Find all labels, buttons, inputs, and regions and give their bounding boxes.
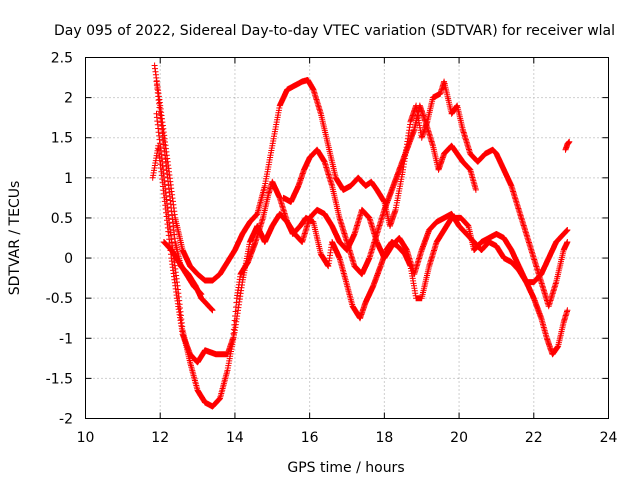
chart-title: Day 095 of 2022, Sidereal Day-to-day VTE…: [54, 23, 615, 39]
plus-markers: [280, 102, 479, 278]
y-axis-label: SDTVAR / TECUs: [7, 181, 23, 296]
series-track-4: [153, 110, 571, 410]
y-tick-label: -1: [59, 331, 73, 347]
x-tick-label: 22: [525, 430, 543, 446]
series-track-6: [160, 239, 205, 298]
plot-frame: [85, 57, 609, 419]
x-tick-label: 10: [77, 430, 95, 446]
y-tick-label: 2: [64, 91, 73, 107]
x-tick-label: 24: [600, 430, 618, 446]
y-tick-label: 2.5: [51, 51, 73, 67]
x-tick-labels: 10 12 14 16 18 20 22 24: [77, 430, 618, 446]
x-tick-label: 20: [450, 430, 468, 446]
x-tick-label: 18: [375, 430, 393, 446]
y-tick-label: -1.5: [46, 371, 73, 387]
y-tick-label: 0: [64, 251, 73, 267]
x-tick-label: 16: [301, 430, 319, 446]
y-tick-label: 1: [64, 171, 73, 187]
x-tick-label: 12: [151, 430, 169, 446]
x-axis-label: GPS time / hours: [287, 460, 404, 476]
y-tick-label: -0.5: [46, 291, 73, 307]
plus-markers: [153, 110, 571, 410]
x-tick-label: 14: [226, 430, 244, 446]
data-points: [149, 62, 573, 410]
y-tick-label: 1.5: [51, 131, 73, 147]
plus-markers: [160, 239, 205, 298]
y-tick-label: -2: [59, 412, 73, 428]
plus-markers: [562, 138, 573, 153]
series-track-7: [562, 138, 573, 153]
y-tick-labels: 2.5 2 1.5 1 0.5 0 -0.5 -1 -1.5 -2: [46, 51, 73, 428]
series-track-5: [280, 102, 479, 278]
y-tick-label: 0.5: [51, 211, 73, 227]
